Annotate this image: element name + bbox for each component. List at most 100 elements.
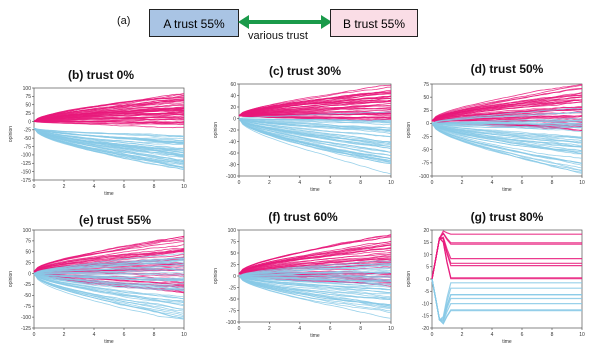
x-tick-label: 2: [461, 180, 464, 186]
series-line-b: [33, 127, 185, 150]
series-line-b: [431, 278, 582, 322]
y-tick-label: 75: [25, 94, 31, 100]
chart-panel-b: 0 2 4 6 8 10 100 75 50 25 0 -25 -50 -75 -100 -125 -150 -1…: [8, 86, 187, 197]
x-tick-label: 6: [123, 184, 126, 190]
y-tick-label: 0: [426, 121, 429, 127]
x-tick-label: 10: [388, 180, 394, 186]
x-tick-label: 6: [329, 180, 332, 186]
y-tick-label: 0: [426, 277, 429, 283]
series-lines: [431, 230, 582, 325]
y-tick-label: 5: [426, 265, 429, 271]
x-tick-label: 4: [298, 180, 301, 186]
x-tick-label: 8: [359, 326, 362, 332]
series-lines: [33, 93, 185, 171]
chart-panel-f: 0 2 4 6 8 10 100 75 50 25 0 -25 -50 -75 -100 time opinio…: [213, 228, 394, 339]
series-line-a: [431, 236, 582, 280]
series-lines: [431, 83, 583, 174]
series-line-b: [238, 275, 391, 293]
series-line-b: [33, 268, 185, 274]
y-tick-label: -20: [229, 128, 236, 134]
series-line-b: [431, 123, 583, 142]
y-tick-label: -25: [24, 282, 31, 288]
panel-f-title: (f) trust 60%: [268, 210, 338, 224]
y-axis-label: opinion: [8, 126, 14, 142]
y-tick-label: 0: [28, 119, 31, 125]
series-line-a: [238, 242, 392, 274]
y-tick-label: 50: [423, 95, 429, 101]
series-line-a: [238, 97, 391, 116]
x-tick-label: 0: [431, 180, 434, 186]
x-tick-label: 8: [359, 180, 362, 186]
series-line-a: [431, 230, 582, 280]
series-line-b: [238, 111, 392, 119]
series-line-b: [431, 123, 582, 155]
y-tick-label: -75: [24, 304, 31, 310]
series-line-a: [238, 102, 392, 116]
series-line-b: [33, 273, 185, 291]
series-line-a: [431, 232, 582, 280]
y-tick-label: 50: [25, 250, 31, 256]
series-line-b: [33, 260, 185, 274]
series-line-b: [238, 118, 392, 143]
series-line-b: [431, 278, 582, 325]
series-line-b: [33, 273, 185, 314]
series-line-b: [33, 264, 185, 274]
y-tick-label: -10: [422, 301, 429, 307]
y-tick-label: -100: [21, 153, 31, 159]
x-axis-label: time: [104, 339, 114, 345]
series-line-b: [238, 275, 392, 314]
series-line-a: [33, 244, 185, 272]
series-line-a: [33, 100, 185, 122]
y-tick-label: 50: [25, 103, 31, 109]
series-line-b: [238, 118, 392, 138]
x-tick-label: 8: [551, 180, 554, 186]
series-line-b: [33, 127, 185, 158]
series-line-b: [431, 107, 583, 124]
y-axis-label: opinion: [406, 271, 412, 287]
series-line-a: [33, 248, 185, 272]
series-line-b: [33, 273, 185, 303]
series-line-b: [33, 127, 185, 161]
y-tick-label: 0: [233, 116, 236, 122]
y-axis-label: opinion: [406, 122, 412, 138]
y-tick-label: -5: [425, 289, 430, 295]
series-line-b: [431, 123, 583, 166]
x-tick-label: 2: [63, 332, 66, 338]
panel-c-title: (c) trust 30%: [268, 64, 342, 78]
series-line-a: [238, 109, 392, 116]
series-line-b: [238, 118, 391, 123]
series-line-b: [238, 118, 392, 162]
series-line-b: [33, 273, 185, 292]
y-tick-label: 25: [25, 111, 31, 117]
series-lines: [33, 235, 185, 320]
series-line-b: [431, 111, 583, 124]
y-tick-label: -100: [226, 320, 236, 326]
series-line-a: [33, 94, 185, 122]
series-line-a: [431, 106, 582, 122]
y-tick-label: -100: [226, 174, 236, 180]
x-tick-label: 4: [491, 332, 494, 338]
series-lines: [238, 234, 392, 319]
series-line-b: [238, 275, 392, 298]
series-lines: [238, 84, 392, 175]
series-line-b: [238, 118, 392, 153]
y-tick-label: 75: [230, 239, 236, 245]
series-line-a: [33, 121, 185, 125]
y-tick-label: -100: [419, 174, 429, 180]
series-line-b: [33, 127, 185, 169]
series-line-b: [431, 123, 583, 130]
series-line-a: [238, 261, 392, 275]
series-line-b: [238, 118, 392, 132]
series-line-a: [238, 257, 392, 275]
series-line-b: [238, 118, 392, 143]
series-line-b: [238, 118, 392, 149]
x-tick-label: 10: [579, 180, 585, 186]
series-line-b: [431, 123, 583, 144]
x-tick-label: 0: [238, 326, 241, 332]
various-trust-label: various trust: [248, 30, 308, 42]
series-line-a: [33, 111, 185, 122]
series-line-a: [238, 92, 392, 116]
series-line-b: [238, 118, 392, 175]
x-tick-label: 2: [268, 326, 271, 332]
series-line-a: [238, 253, 392, 275]
